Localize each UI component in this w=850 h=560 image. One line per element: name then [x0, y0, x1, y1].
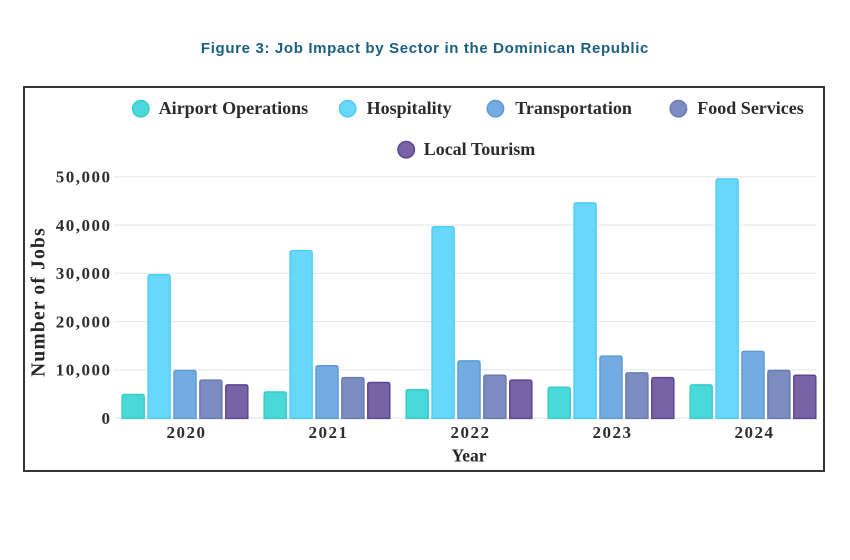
svg-text:Airport Operations: Airport Operations — [159, 98, 308, 118]
svg-text:50,000: 50,000 — [56, 168, 112, 187]
svg-text:Food Services: Food Services — [697, 98, 803, 118]
svg-text:Transportation: Transportation — [515, 98, 632, 118]
svg-text:20,000: 20,000 — [56, 313, 112, 332]
svg-text:0: 0 — [102, 409, 112, 428]
svg-text:2021: 2021 — [309, 423, 349, 442]
svg-text:2024: 2024 — [735, 423, 775, 442]
svg-text:Year: Year — [452, 446, 487, 466]
svg-text:40,000: 40,000 — [56, 216, 112, 235]
svg-text:2023: 2023 — [593, 423, 633, 442]
svg-text:2022: 2022 — [451, 423, 491, 442]
svg-text:Number of Jobs: Number of Jobs — [28, 227, 49, 377]
svg-text:30,000: 30,000 — [56, 264, 112, 283]
svg-text:10,000: 10,000 — [56, 361, 112, 380]
svg-text:2020: 2020 — [167, 423, 207, 442]
svg-text:Local Tourism: Local Tourism — [424, 139, 536, 159]
svg-text:Hospitality: Hospitality — [367, 98, 452, 118]
